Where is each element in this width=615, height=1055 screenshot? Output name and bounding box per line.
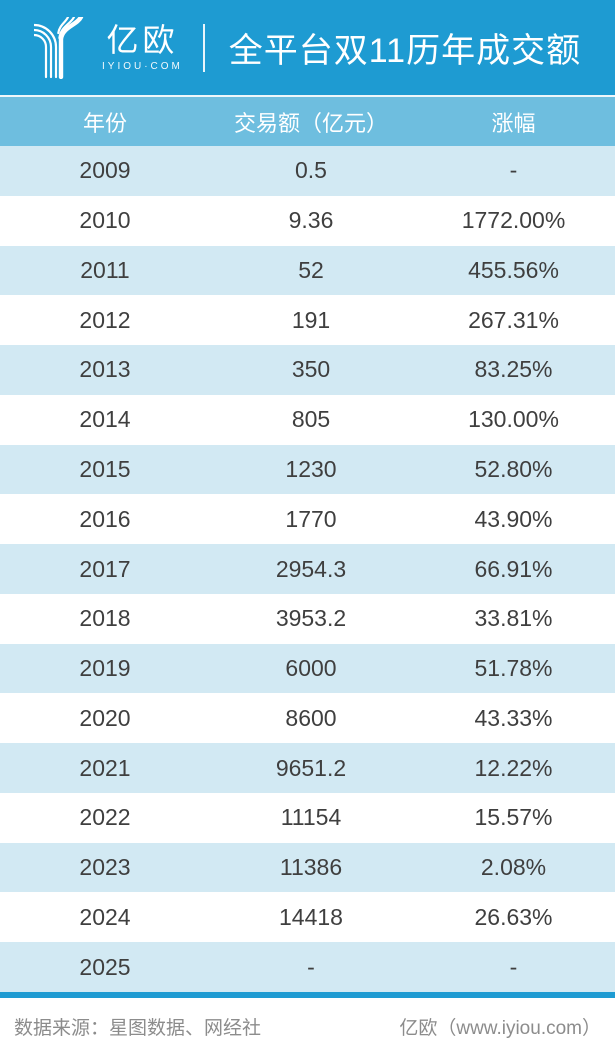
gmv-cell: 1770 [285, 505, 337, 532]
growth-cell: 52.80% [474, 455, 553, 482]
gmv-cell: 9651.2 [275, 754, 347, 781]
gmv-cell: 191 [291, 306, 331, 333]
growth-cell: 66.91% [474, 555, 553, 582]
header-bar: 亿欧 IYIOU·COM 全平台双11历年成交额 [0, 0, 615, 95]
year-cell: 2025 [79, 953, 131, 980]
year-cell: 2016 [79, 505, 131, 532]
gmv-cell: 14418 [279, 903, 343, 930]
year-cell: 2017 [79, 555, 131, 582]
table-header-row: 年份 交易额（亿元） 涨幅 [0, 97, 615, 146]
table-row: 2016 1770 43.90% [0, 494, 615, 545]
credit-label: 亿欧（www.iyiou.com） [399, 1018, 601, 1039]
growth-cell: 267.31% [468, 306, 559, 333]
gmv-cell: 8600 [285, 704, 337, 731]
brand-name: 亿欧 [106, 21, 179, 58]
table-row: 2024 14418 26.63% [0, 892, 615, 943]
table-body: 2009 0.5-2010 9.36 1772.00% 2011 52 455.56% 201… [0, 146, 615, 993]
table-row: 2011 52 455.56% [0, 245, 615, 296]
gmv-cell: 2954.3 [275, 555, 347, 582]
year-cell: 2011 [80, 256, 130, 283]
column-header-growth: 涨幅 [491, 110, 536, 136]
table-row: 2021 9651.2 12.22% [0, 743, 615, 793]
year-cell: 2024 [79, 903, 131, 930]
year-cell: 2010 [79, 207, 131, 234]
year-cell: 2023 [79, 854, 131, 881]
header-separator [0, 95, 615, 97]
gmv-cell: 9.36 [288, 207, 334, 234]
growth-cell: 26.63% [474, 903, 553, 930]
gmv-cell: 11386 [279, 854, 343, 881]
year-cell: 2009 [79, 157, 131, 184]
year-cell: 2018 [79, 605, 131, 632]
year-cell: 2022 [79, 804, 131, 831]
table-row: 2009 0.5 - [0, 146, 615, 196]
table-row: 2025 - - [0, 942, 615, 993]
header-divider [202, 23, 205, 72]
year-cell: 2020 [79, 704, 131, 731]
gmv-cell: 0.5 [295, 157, 327, 184]
growth-cell: 1772.00% [461, 207, 566, 234]
growth-cell: 15.57% [474, 804, 553, 831]
brand-domain: IYIOU·COM [102, 60, 183, 72]
data-source-label: 数据来源：星图数据、网经社 [14, 1018, 262, 1039]
growth-cell: 12.22% [474, 754, 553, 781]
column-header-year: 年份 [82, 110, 127, 136]
column-header-gmv: 交易额（亿元） [233, 110, 388, 136]
year-cell: 2019 [79, 655, 131, 682]
year-cell: 2013 [79, 356, 131, 383]
growth-cell: - [509, 157, 518, 184]
table-row: 2015 1230 52.80% [0, 444, 615, 495]
gmv-cell: 805 [291, 406, 331, 433]
year-cell: 2014 [79, 406, 131, 433]
table-row: 2017 2954.3 66.91% [0, 544, 615, 594]
iyiou-logo-icon [34, 16, 84, 79]
table-row: 2013 350 83.25% [0, 345, 615, 395]
gmv-cell: 350 [291, 356, 331, 383]
gmv-cell: 52 [298, 256, 324, 283]
table-row: 2018 3953.2 33.81% [0, 593, 615, 644]
gmv-cell: - [307, 953, 315, 980]
growth-cell: 43.33% [474, 704, 553, 731]
footer-bar: 数据来源：星图数据、网经社 亿欧（www.iyiou.com） [0, 998, 615, 1055]
gmv-cell: 6000 [285, 655, 337, 682]
gmv-cell: 1230 [285, 455, 337, 482]
growth-cell: 83.25% [474, 356, 553, 383]
footer-accent-line [0, 992, 615, 998]
gmv-cell: 11154 [280, 804, 342, 831]
table-row: 2010 9.36 1772.00% [0, 195, 615, 246]
table-row: 2023 11386 2.08% [0, 842, 615, 893]
table-row: 2022 11154 15.57% [0, 792, 615, 843]
growth-cell: - [509, 953, 518, 980]
year-cell: 2015 [79, 455, 131, 482]
growth-cell: 33.81% [474, 605, 553, 632]
growth-cell: 455.56% [468, 256, 559, 283]
table-row: 2014 805 130.00% [0, 394, 615, 445]
brand-block: 亿欧 IYIOU·COM [102, 24, 183, 72]
growth-cell: 43.90% [474, 505, 553, 532]
growth-cell: 130.00% [468, 406, 559, 433]
year-cell: 2021 [79, 754, 131, 781]
table-row: 2019 6000 51.78% [0, 643, 615, 694]
gmv-cell: 3953.2 [275, 605, 347, 632]
page-title: 全平台双11历年成交额 [228, 32, 582, 70]
growth-cell: 2.08% [480, 854, 547, 881]
growth-cell: 51.78% [474, 655, 553, 682]
table-row: 2020 8600 43.33% [0, 693, 615, 744]
table-row: 2012 191 267.31% [0, 295, 615, 346]
year-cell: 2012 [79, 306, 131, 333]
